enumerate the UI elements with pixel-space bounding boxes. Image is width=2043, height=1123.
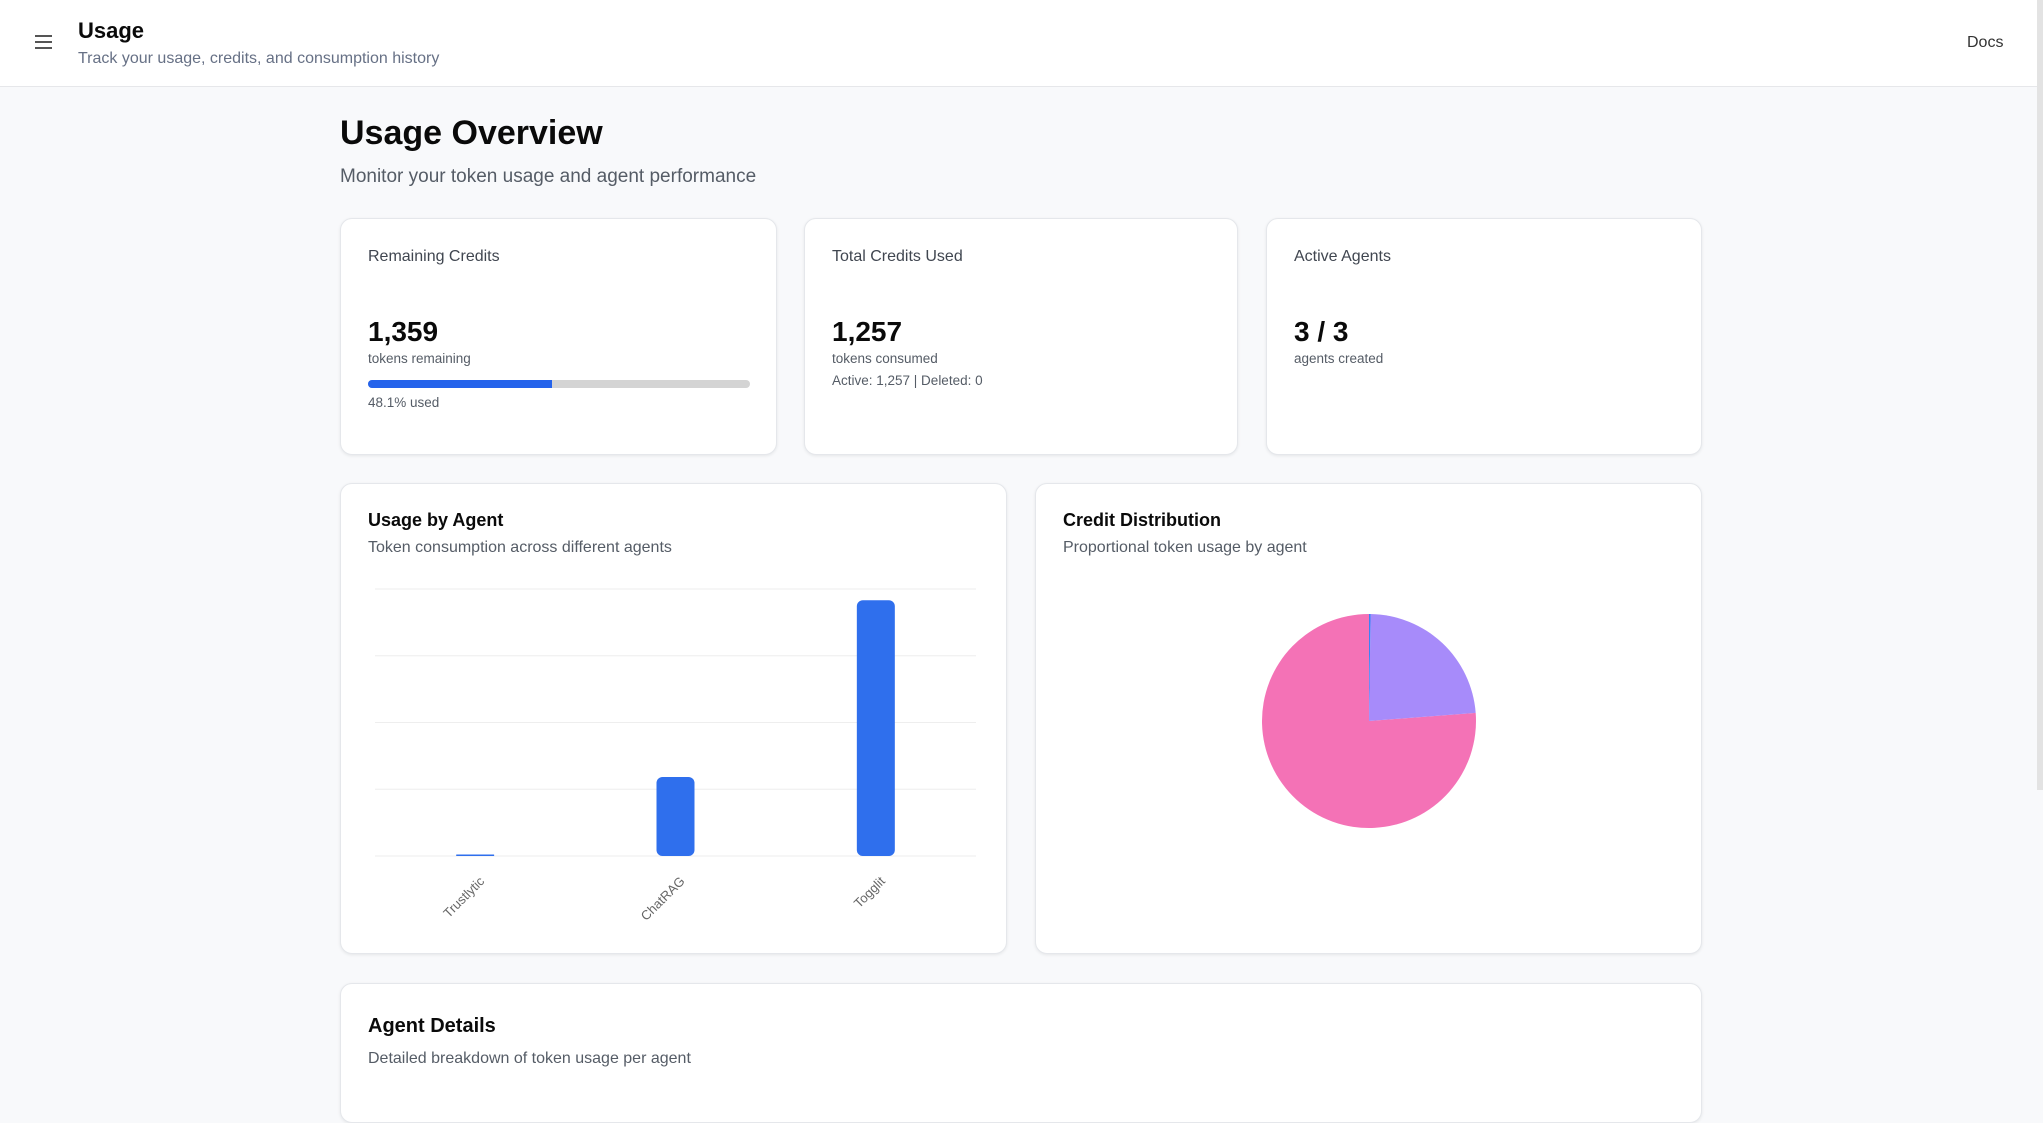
usage-by-agent-card: Usage by Agent Token consumption across … xyxy=(340,483,1007,954)
header-subtitle: Track your usage, credits, and consumpti… xyxy=(78,50,440,67)
active-agents-card: Active Agents 3 / 3 agents created xyxy=(1266,218,1702,455)
total-value: 1,257 xyxy=(832,316,903,347)
chart-subtitle: Token consumption across different agent… xyxy=(368,539,672,556)
page-title: Usage Overview xyxy=(340,114,603,152)
header-title: Usage xyxy=(78,18,145,43)
agents-value: 3 / 3 xyxy=(1294,316,1349,347)
total-credits-card: Total Credits Used 1,257 tokens consumed… xyxy=(804,218,1238,455)
card-label: Active Agents xyxy=(1294,248,1391,265)
chart-subtitle: Proportional token usage by agent xyxy=(1063,539,1307,556)
remaining-caption: tokens remaining xyxy=(368,351,471,366)
details-title: Agent Details xyxy=(368,1015,496,1037)
scrollbar[interactable] xyxy=(2037,0,2043,790)
top-header: Usage Track your usage, credits, and con… xyxy=(0,0,2037,87)
usage-progress-bar xyxy=(368,380,750,388)
used-percent: 48.1% used xyxy=(368,395,440,410)
remaining-credits-card: Remaining Credits 1,359 tokens remaining… xyxy=(340,218,777,455)
card-label: Total Credits Used xyxy=(832,248,963,265)
x-tick-label: ChatRAG xyxy=(638,874,688,924)
card-label: Remaining Credits xyxy=(368,248,500,265)
bar-togglit xyxy=(856,600,895,856)
docs-link[interactable]: Docs xyxy=(1967,34,2004,51)
chart-title: Usage by Agent xyxy=(368,510,504,530)
total-caption: tokens consumed xyxy=(832,351,938,366)
x-tick-label: Trustlytic xyxy=(440,873,487,920)
pie-chart xyxy=(1262,614,1476,828)
usage-progress-fill xyxy=(368,380,552,388)
page-subtitle: Monitor your token usage and agent perfo… xyxy=(340,166,757,187)
total-breakdown: Active: 1,257 | Deleted: 0 xyxy=(832,373,983,388)
details-subtitle: Detailed breakdown of token usage per ag… xyxy=(368,1050,691,1067)
bar-chatrag xyxy=(656,776,695,856)
agent-details-card: Agent Details Detailed breakdown of toke… xyxy=(340,983,1702,1123)
credit-distribution-card: Credit Distribution Proportional token u… xyxy=(1035,483,1702,954)
bar-trustlytic xyxy=(456,854,495,856)
x-tick-label: Togglit xyxy=(851,873,888,910)
hamburger-icon[interactable] xyxy=(35,35,52,49)
bar-chart: Trustlytic ChatRAG Togglit xyxy=(375,588,976,924)
pie-slice-chatrag xyxy=(1369,614,1476,721)
chart-title: Credit Distribution xyxy=(1063,510,1221,530)
agents-caption: agents created xyxy=(1294,351,1384,366)
pie-slice-trustlytic xyxy=(1369,614,1371,721)
remaining-value: 1,359 xyxy=(368,316,439,347)
